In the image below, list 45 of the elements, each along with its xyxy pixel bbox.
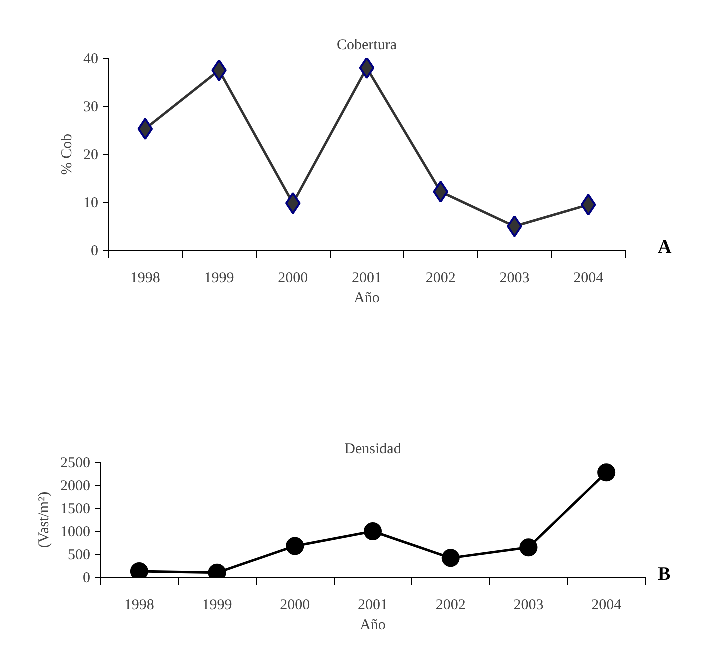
y-tick-label: 0 — [83, 570, 90, 586]
point — [286, 537, 304, 556]
y-axis-title: % Cob — [60, 134, 76, 176]
y-axis-title: (Vast/m²) — [36, 492, 52, 548]
x-tick-label: 2000 — [280, 598, 310, 614]
y-tick-label: 1500 — [60, 502, 90, 518]
y-tick-label: 40 — [84, 52, 98, 68]
x-tick-label: 1999 — [204, 270, 234, 286]
chart-title: Cobertura — [337, 38, 398, 54]
point — [364, 522, 382, 540]
y-tick-label: 2000 — [60, 478, 90, 494]
x-tick-label: 2000 — [278, 270, 308, 286]
x-tick-label: 1998 — [124, 598, 154, 614]
x-tick-label: 2001 — [358, 598, 388, 614]
x-tick-label: 1999 — [202, 598, 232, 614]
chart-title: Densidad — [344, 442, 402, 458]
point — [433, 180, 449, 203]
point — [359, 58, 375, 80]
x-tick-label: 2002 — [426, 270, 456, 286]
x-tick-label: 2004 — [574, 270, 604, 286]
point — [285, 192, 301, 214]
x-tick-label: 1998 — [130, 270, 160, 286]
y-tick-label: 20 — [84, 148, 98, 164]
x-axis-title: Año — [360, 618, 386, 634]
x-tick-label: 2002 — [436, 598, 466, 614]
point — [138, 118, 154, 140]
point — [212, 60, 227, 82]
point — [580, 194, 596, 216]
y-tick-label: 500 — [68, 548, 90, 564]
x-tick-label: 2003 — [500, 270, 530, 286]
y-tick-label: 1000 — [60, 524, 90, 540]
y-tick-label: 0 — [91, 244, 98, 260]
point — [442, 549, 460, 568]
x-axis-title: Año — [354, 290, 380, 306]
x-tick-label: 2001 — [352, 270, 382, 286]
y-tick-label: 2500 — [60, 456, 90, 472]
point — [520, 538, 538, 557]
point — [507, 216, 522, 238]
text: B — [658, 563, 671, 587]
x-tick-label: 2003 — [514, 598, 544, 614]
y-tick-label: 10 — [84, 196, 98, 212]
x-tick-label: 2004 — [592, 598, 622, 614]
text: A — [658, 236, 672, 260]
y-tick-label: 30 — [84, 100, 98, 116]
point — [598, 464, 616, 482]
